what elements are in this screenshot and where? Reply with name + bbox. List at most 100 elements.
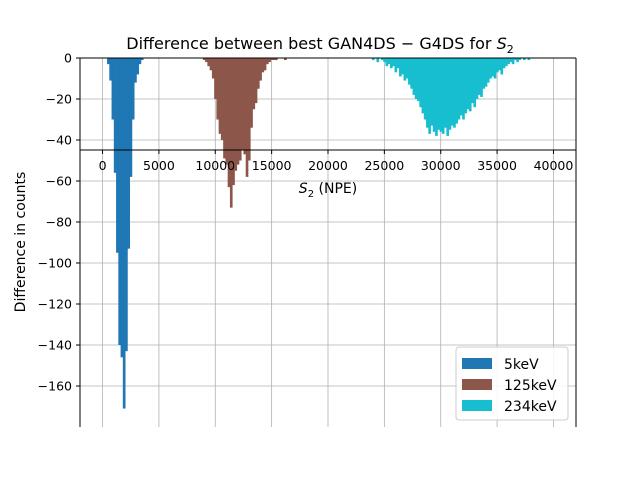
bar [509,58,513,63]
bar [371,58,375,61]
bar [450,58,454,126]
bar [125,58,128,352]
bar [270,58,274,61]
bar [446,58,450,136]
axes: 0 5000 10000 15000 20000 25000 30000 35000 40000… [38,51,577,427]
bar [275,58,278,61]
bar [473,58,477,108]
bar [207,58,211,67]
bar [392,58,395,67]
bar [376,58,380,63]
legend-swatch [462,379,492,390]
bar [136,58,140,75]
bar [462,58,465,120]
x-tick-label: 15000 [252,158,292,173]
bar [227,58,231,188]
bar [202,58,206,61]
bar [459,58,463,116]
bar [256,58,260,89]
bar [111,58,115,120]
legend-swatch [462,358,492,369]
bar [129,58,133,177]
x-tick-label: 20000 [308,158,348,173]
bar [385,58,389,67]
bar [403,58,407,81]
bar [116,58,119,253]
bar [272,58,276,61]
bar [254,58,258,104]
series-125keV [202,58,287,208]
bar [428,58,431,134]
bar [127,58,130,249]
bar [205,58,208,63]
x-tick-label: 40000 [534,158,574,173]
bar [486,58,490,83]
bar [412,58,416,95]
bar [475,58,479,99]
bar [518,58,522,61]
bar [399,58,402,77]
bar [437,58,440,130]
bar [390,58,393,69]
bar [120,58,124,358]
bar [423,58,427,120]
chart-title: Difference between best GAN4DS − G4DS fo… [126,34,513,56]
bar [432,58,436,132]
bar [245,58,249,177]
y-tick-label: −80 [46,215,72,230]
x-tick-label: 35000 [477,158,517,173]
bar [284,58,287,61]
y-tick-label: 0 [64,51,72,66]
bar [229,58,233,208]
bar [134,58,137,83]
bar [408,58,411,85]
bar [234,58,238,171]
y-tick-label: −60 [46,174,72,189]
bar [238,58,242,161]
bar [383,58,386,63]
y-tick-label: −160 [38,379,72,394]
bar [118,58,121,345]
bar [225,58,229,165]
bar [131,58,135,120]
bar [430,58,434,126]
bar [113,58,117,173]
legend-label: 125keV [504,378,557,394]
series-234keV [371,58,531,136]
bar [250,58,253,128]
bar [218,58,222,134]
bar [507,58,510,65]
y-axis-label: Difference in counts [13,172,29,313]
bar [109,58,112,81]
bar [232,58,235,186]
bar [220,58,224,140]
bar [516,58,519,63]
y-tick-label: −140 [38,338,72,353]
x-tick-label: 5000 [143,158,175,173]
legend-label: 234keV [504,399,557,415]
bar [444,58,447,128]
bar [523,58,526,61]
x-axis-label: S2 (NPE) [299,181,357,200]
x-tick-label: 0 [99,158,107,173]
bar [236,58,240,165]
bar [493,58,497,79]
bar [500,58,504,75]
bar [107,58,110,65]
bar [498,58,501,71]
bar [489,58,492,79]
y-tick-label: −40 [46,133,72,148]
bar [405,58,409,79]
y-tick-label: −120 [38,297,72,312]
bar [401,58,404,75]
bar [252,58,256,110]
x-tick-label: 30000 [421,158,461,173]
bar [453,58,456,128]
bar [464,58,468,114]
bar [448,58,452,130]
bar [243,58,247,155]
bar [435,58,438,136]
bar [419,58,422,108]
bar [122,58,126,409]
x-tick-label: 25000 [364,158,404,173]
